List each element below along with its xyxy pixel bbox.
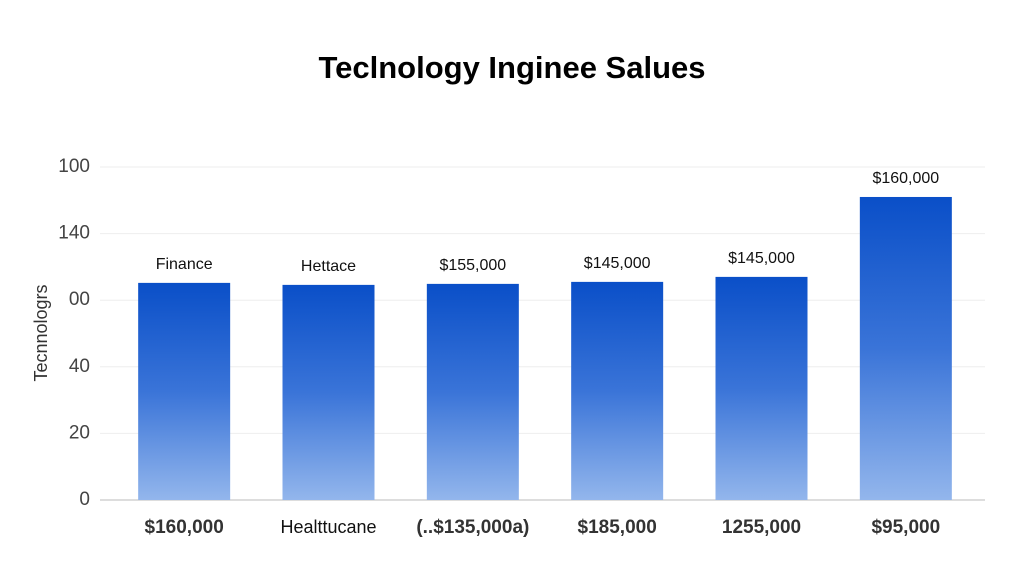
y-axis-label: Tecnnologrs bbox=[31, 284, 51, 381]
y-tick-label: 40 bbox=[69, 356, 90, 377]
bar-label: $145,000 bbox=[728, 250, 795, 267]
x-tick-label: Healttucane bbox=[280, 517, 376, 537]
x-tick-label: $185,000 bbox=[578, 517, 657, 538]
bar bbox=[715, 276, 808, 500]
bar-label: $160,000 bbox=[872, 170, 939, 187]
x-tick-label: $160,000 bbox=[145, 517, 224, 538]
bar-label: $145,000 bbox=[584, 255, 651, 272]
bar-label: Finance bbox=[156, 256, 213, 273]
bar bbox=[859, 196, 952, 500]
y-tick-label: 100 bbox=[58, 156, 90, 177]
bar bbox=[426, 283, 519, 500]
bar-label: $155,000 bbox=[439, 257, 506, 274]
bar bbox=[138, 282, 231, 500]
x-tick-label: 1255,000 bbox=[722, 517, 801, 538]
bar-label: Hettace bbox=[301, 258, 356, 275]
y-tick-label: 00 bbox=[69, 289, 90, 310]
y-tick-label: 20 bbox=[69, 422, 90, 443]
bar bbox=[282, 284, 375, 500]
x-tick-label: (..$135,000a) bbox=[416, 517, 529, 538]
bar bbox=[571, 281, 664, 500]
y-tick-label: 140 bbox=[58, 223, 90, 244]
x-tick-label: $95,000 bbox=[871, 517, 940, 538]
y-tick-label: 0 bbox=[79, 489, 90, 510]
chart-title: Teclnology Inginee Salues bbox=[318, 50, 705, 85]
